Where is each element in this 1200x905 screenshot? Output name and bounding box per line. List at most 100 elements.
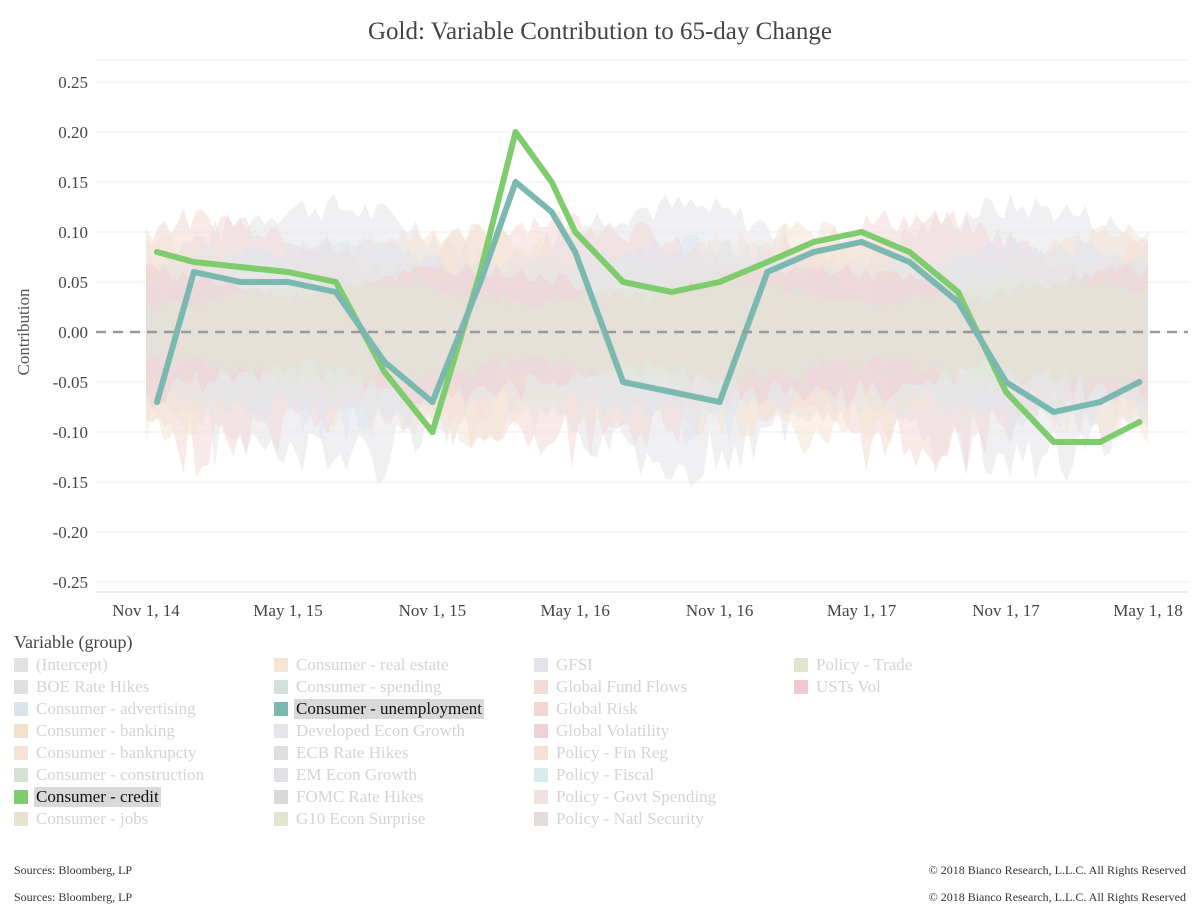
legend-item[interactable]: FOMC Rate Hikes — [274, 786, 484, 808]
y-tick-label: -0.20 — [53, 523, 88, 542]
legend-item[interactable]: Consumer - unemployment — [274, 698, 485, 720]
legend-swatch — [274, 724, 288, 738]
series-point — [906, 249, 913, 255]
legend-swatch — [274, 812, 288, 826]
legend-column: Consumer - real estate Consumer - spendin… — [274, 654, 485, 830]
legend-item[interactable]: G10 Econ Surprise — [274, 808, 484, 830]
series-point — [716, 279, 723, 285]
y-tick-label: 0.05 — [58, 273, 88, 292]
legend-column: Policy - Trade USTs Vol — [794, 654, 914, 698]
legend-label: Policy - Trade — [816, 655, 913, 674]
chart-title: Gold: Variable Contribution to 65-day Ch… — [367, 18, 833, 45]
legend-label: Policy - Fin Reg — [556, 743, 668, 762]
legend-label: Consumer - unemployment — [294, 699, 485, 719]
legend-swatch — [14, 790, 28, 804]
legend-item[interactable]: EM Econ Growth — [274, 764, 484, 786]
series-layer — [153, 129, 1143, 445]
legend-item[interactable]: Policy - Trade — [794, 654, 914, 676]
series-point — [764, 269, 771, 275]
legend-swatch — [14, 812, 28, 826]
x-axis: Nov 1, 14 May 1, 15 Nov 1, 15 May 1, 16 Nov … — [112, 601, 1182, 620]
series-point — [1136, 419, 1143, 425]
x-tick-label: May 1, 18 — [1113, 601, 1182, 620]
y-axis: 0.25 0.20 0.15 0.10 0.05 0.00 -0.05 -0.10 -0.15 -… — [53, 73, 88, 592]
legend-label: Global Fund Flows — [556, 677, 688, 696]
series-point — [572, 229, 579, 235]
legend-swatch — [534, 702, 548, 716]
legend-swatch — [14, 658, 28, 672]
y-tick-label: -0.15 — [53, 473, 88, 492]
legend-label: Consumer - bankrupcty — [36, 743, 197, 762]
series-point — [285, 269, 292, 275]
legend-swatch — [14, 724, 28, 738]
series-point — [906, 259, 913, 265]
series-point — [190, 259, 197, 265]
legend-swatch — [274, 746, 288, 760]
x-tick-label: Nov 1, 14 — [112, 601, 180, 620]
legend-item[interactable]: Global Volatility — [534, 720, 718, 742]
legend-label: (Intercept) — [36, 655, 108, 674]
legend-item[interactable]: Consumer - advertising — [14, 698, 206, 720]
legend-item[interactable]: (Intercept) — [14, 654, 206, 676]
series-point — [1002, 389, 1009, 395]
legend-label: Policy - Fiscal — [556, 765, 655, 784]
series-point — [668, 389, 675, 395]
legend-item[interactable]: Consumer - jobs — [14, 808, 206, 830]
legend-item[interactable]: Consumer - banking — [14, 720, 206, 742]
legend-title: Variable (group) — [14, 632, 133, 652]
legend-label: Policy - Natl Security — [556, 809, 704, 828]
legend-item[interactable]: Global Risk — [534, 698, 718, 720]
series-point — [429, 429, 436, 435]
legend-swatch — [534, 658, 548, 672]
legend-item[interactable]: Policy - Fiscal — [534, 764, 718, 786]
legend-label: Consumer - credit — [34, 787, 161, 807]
series-point — [572, 249, 579, 255]
series-point — [810, 249, 817, 255]
legend-swatch — [534, 790, 548, 804]
legend-label: Global Risk — [556, 699, 638, 718]
legend-swatch — [274, 790, 288, 804]
y-tick-label: 0.20 — [58, 123, 88, 142]
legend-item[interactable]: Consumer - real estate — [274, 654, 484, 676]
legend-swatch — [14, 768, 28, 782]
series-point — [1136, 379, 1143, 385]
legend-item[interactable]: Policy - Govt Spending — [534, 786, 718, 808]
legend-item[interactable]: ECB Rate Hikes — [274, 742, 484, 764]
legend-label: Consumer - jobs — [36, 809, 149, 828]
series-point — [1050, 439, 1057, 445]
series-point — [332, 279, 339, 285]
series-point — [858, 239, 865, 245]
legend-item[interactable]: Consumer - spending — [274, 676, 484, 698]
legend-swatch — [534, 680, 548, 694]
series-point — [237, 279, 244, 285]
series-point — [955, 299, 962, 305]
legend-swatch — [14, 746, 28, 760]
background-band — [146, 276, 1148, 398]
series-point — [429, 399, 436, 405]
legend-item[interactable]: Consumer - construction — [14, 764, 206, 786]
series-point — [381, 359, 388, 365]
legend-item[interactable]: Global Fund Flows — [534, 676, 718, 698]
legend-swatch — [794, 658, 808, 672]
legend-item[interactable]: Policy - Natl Security — [534, 808, 718, 830]
y-axis-label: Contribution — [14, 288, 33, 375]
series-point — [190, 269, 197, 275]
legend-item[interactable]: Consumer - bankrupcty — [14, 742, 206, 764]
legend-label: Consumer - construction — [36, 765, 205, 784]
series-point — [237, 264, 244, 270]
legend-item[interactable]: Policy - Fin Reg — [534, 742, 718, 764]
legend-label: EM Econ Growth — [296, 765, 417, 784]
series-point — [1002, 379, 1009, 385]
legend-item[interactable]: GFSI — [534, 654, 718, 676]
legend-item[interactable]: Consumer - credit — [14, 786, 206, 808]
legend-label: USTs Vol — [816, 677, 881, 696]
legend-swatch — [534, 812, 548, 826]
x-tick-label: Nov 1, 15 — [399, 601, 467, 620]
legend-item[interactable]: BOE Rate Hikes — [14, 676, 206, 698]
series-point — [1097, 399, 1104, 405]
x-tick-label: May 1, 16 — [540, 601, 609, 620]
y-tick-label: 0.00 — [58, 323, 88, 342]
legend-swatch — [534, 746, 548, 760]
legend-item[interactable]: Developed Econ Growth — [274, 720, 484, 742]
legend-item[interactable]: USTs Vol — [794, 676, 914, 698]
